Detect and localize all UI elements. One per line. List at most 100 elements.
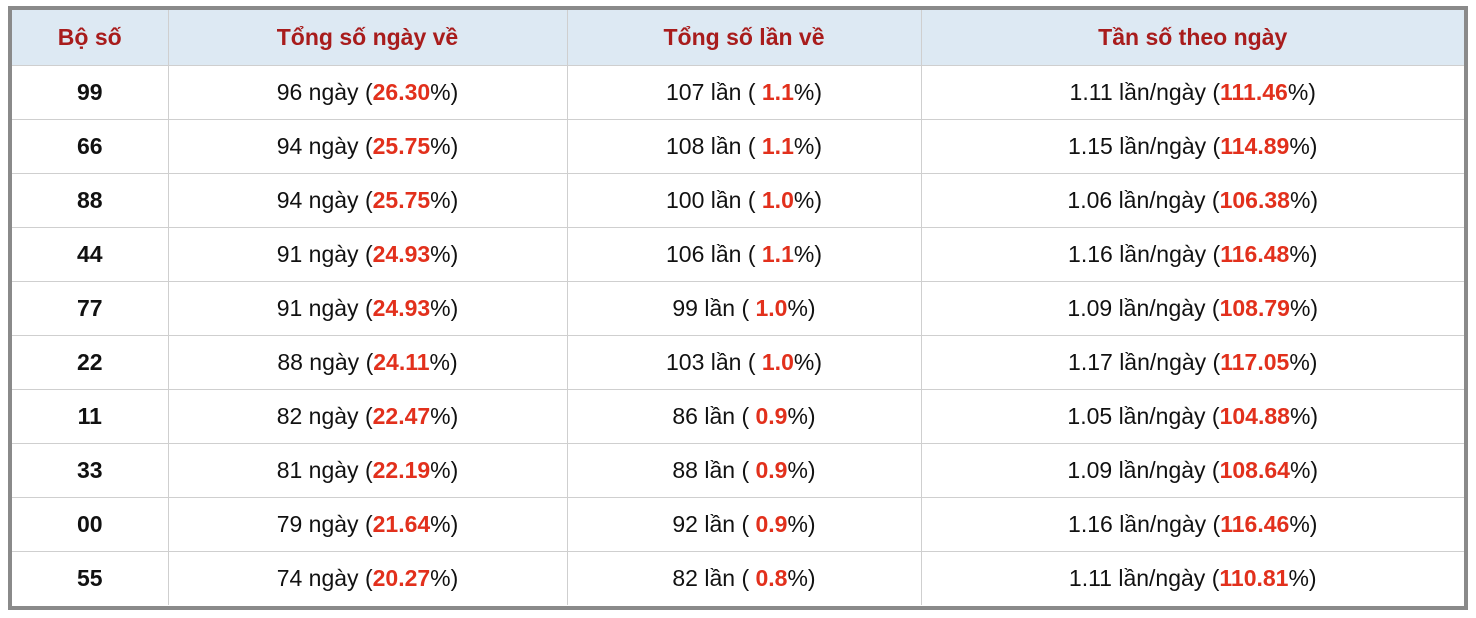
highlight-value: 0.8 [755,565,788,591]
cell-text: %) [793,187,822,213]
table-cell: 91 ngày (24.93%) [167,227,568,282]
number-cell: 22 [12,335,169,390]
cell-text: %) [1289,349,1318,375]
highlight-value: 0.9 [755,457,788,483]
cell-text: %) [430,133,459,159]
cell-text: 100 lần ( [665,187,762,213]
table-cell: 82 lần ( 0.8%) [566,551,922,605]
cell-text: %) [787,457,816,483]
cell-text: 108 lần ( [665,133,762,159]
highlight-value: 25.75 [372,187,431,213]
highlight-value: 110.81 [1219,565,1289,591]
highlight-value: 25.75 [372,133,431,159]
cell-text: 74 ngày ( [276,565,373,591]
highlight-value: 104.88 [1219,403,1290,429]
cell-text: %) [1287,79,1316,105]
highlight-value: 108.79 [1219,295,1290,321]
table-row: 55 74 ngày (20.27%) 82 lần ( 0.8%) 1.11 lần… [12,551,1464,605]
table-row: 11 82 ngày (22.47%) 86 lần ( 0.9%) 1.05 lần… [12,389,1464,444]
table-cell: 79 ngày (21.64%) [167,497,568,552]
cell-text: 92 lần ( [672,511,756,537]
highlight-value: 1.0 [761,187,794,213]
cell-text: %) [787,511,816,537]
table-cell: 106 lần ( 1.1%) [566,227,922,282]
cell-text: 91 ngày ( [276,295,373,321]
cell-text: %) [793,349,822,375]
table-cell: 91 ngày (24.93%) [167,281,568,336]
cell-text: %) [430,295,459,321]
cell-text: 103 lần ( [665,349,762,375]
table-cell: 103 lần ( 1.0%) [566,335,922,390]
table-row: 44 91 ngày (24.93%) 106 lần ( 1.1%) 1.16 lầ… [12,227,1464,282]
highlight-value: 1.1 [761,79,794,105]
table-cell: 74 ngày (20.27%) [167,551,568,605]
highlight-value: 26.30 [372,79,431,105]
highlight-value: 111.46 [1220,79,1288,105]
table-cell: 107 lần ( 1.1%) [566,65,922,120]
cell-text: %) [787,295,816,321]
table-cell: 1.15 lần/ngày (114.89%) [920,119,1464,174]
table-cell: 82 ngày (22.47%) [167,389,568,444]
cell-text: %) [793,241,822,267]
cell-text: 99 lần ( [672,295,756,321]
cell-text: %) [430,187,459,213]
number-cell: 33 [12,443,169,498]
cell-text: 1.15 lần/ngày ( [1068,133,1221,159]
table-cell: 94 ngày (25.75%) [167,119,568,174]
highlight-value: 0.9 [755,511,788,537]
cell-text: %) [430,511,459,537]
cell-text: 1.06 lần/ngày ( [1067,187,1220,213]
cell-text: 107 lần ( [665,79,762,105]
table-cell: 88 lần ( 0.9%) [566,443,922,498]
number-cell: 88 [12,173,169,228]
highlight-value: 106.38 [1219,187,1290,213]
cell-text: 82 lần ( [672,565,756,591]
highlight-value: 24.93 [372,295,431,321]
highlight-value: 1.0 [761,349,794,375]
highlight-value: 21.64 [372,511,431,537]
highlight-value: 1.1 [761,241,794,267]
number-cell: 66 [12,119,169,174]
stats-table: Bộ số Tổng số ngày về Tổng số lần về Tần số… [12,10,1464,605]
table-cell: 1.11 lần/ngày (110.81%) [920,551,1464,605]
table-cell: 1.05 lần/ngày (104.88%) [920,389,1464,444]
table-cell: 1.06 lần/ngày (106.38%) [920,173,1464,228]
cell-text: 94 ngày ( [276,133,373,159]
number-cell: 77 [12,281,169,336]
highlight-value: 116.48 [1220,241,1290,267]
highlight-value: 24.93 [372,241,431,267]
cell-text: %) [1289,133,1318,159]
table-cell: 88 ngày (24.11%) [167,335,568,390]
cell-text: 1.09 lần/ngày ( [1067,295,1220,321]
cell-text: 82 ngày ( [276,403,373,429]
cell-text: %) [430,565,459,591]
highlight-value: 116.46 [1220,511,1290,537]
cell-text: 88 lần ( [672,457,756,483]
cell-text: 1.17 lần/ngày ( [1068,349,1221,375]
cell-text: %) [1289,403,1319,429]
table-cell: 100 lần ( 1.0%) [566,173,922,228]
header-cell: Tổng số ngày về [167,10,568,66]
cell-text: 88 ngày ( [277,349,374,375]
highlight-value: 20.27 [372,565,431,591]
table-row: 77 91 ngày (24.93%) 99 lần ( 1.0%) 1.09 lần… [12,281,1464,336]
cell-text: 1.05 lần/ngày ( [1067,403,1220,429]
cell-text: %) [1289,457,1319,483]
cell-text: 79 ngày ( [276,511,373,537]
cell-text: %) [1289,295,1319,321]
header-cell: Tổng số lần về [566,10,922,66]
cell-text: %) [430,79,459,105]
cell-text: 81 ngày ( [276,457,373,483]
number-cell: 99 [12,65,169,120]
cell-text: %) [1289,241,1318,267]
cell-text: 96 ngày ( [276,79,373,105]
header-cell: Tần số theo ngày [920,10,1464,66]
number-cell: 55 [12,551,169,605]
cell-text: 106 lần ( [665,241,762,267]
cell-text: %) [793,79,822,105]
cell-text: %) [1288,565,1317,591]
cell-text: %) [787,403,816,429]
cell-text: %) [1289,511,1318,537]
cell-text: %) [787,565,816,591]
